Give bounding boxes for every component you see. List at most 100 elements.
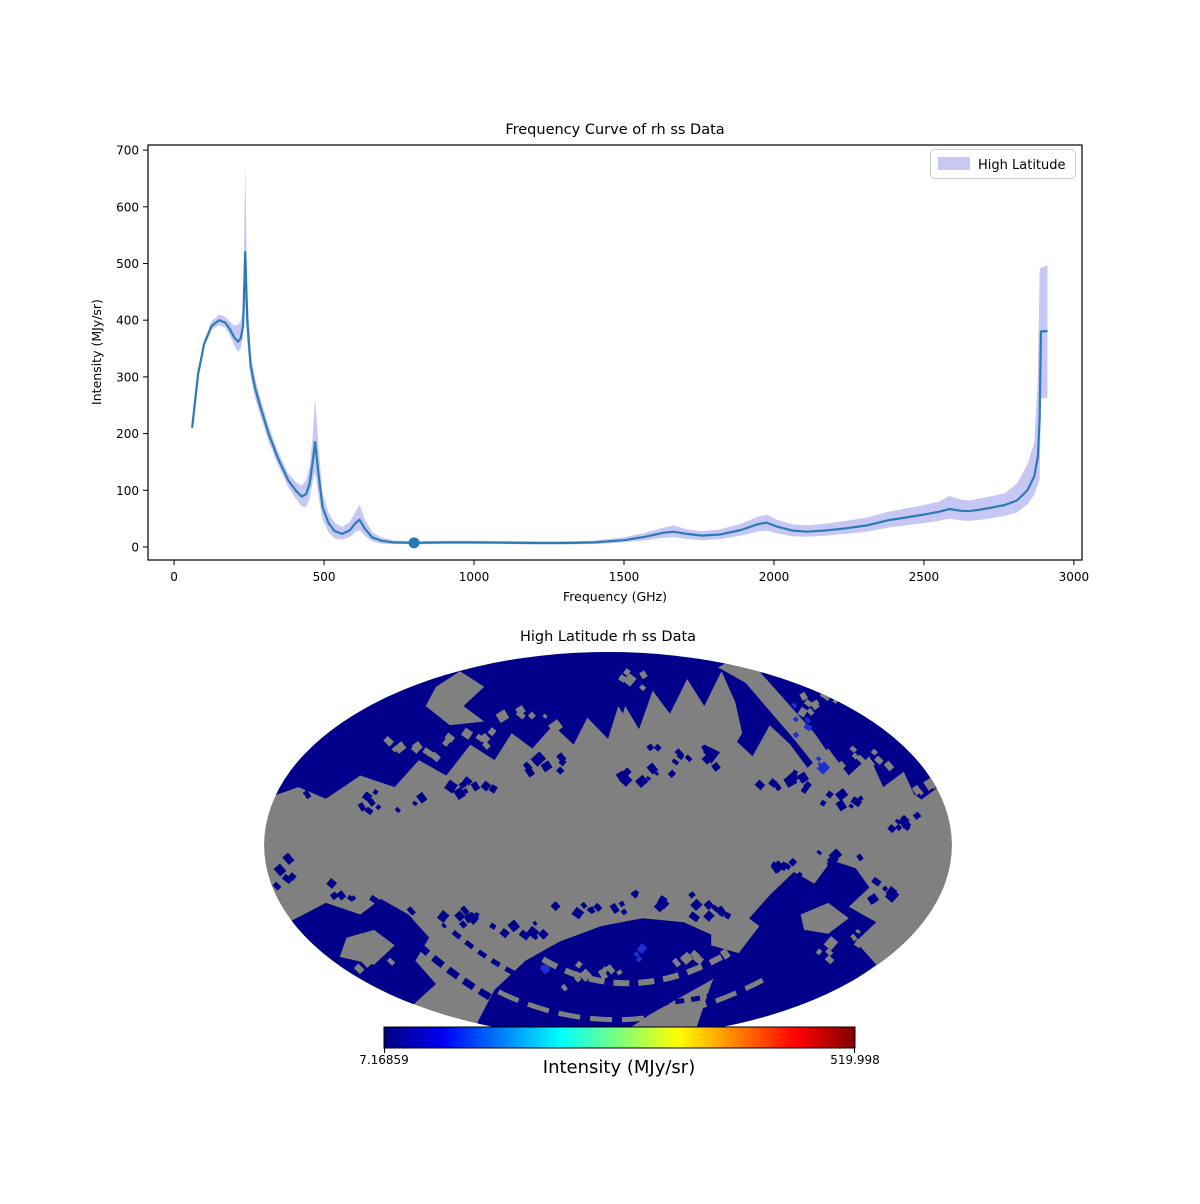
map-speckle xyxy=(364,806,374,816)
colorbar-title: Intensity (MJy/sr) xyxy=(543,1057,695,1078)
map-speckle xyxy=(792,716,799,723)
map-speckle xyxy=(416,791,428,804)
map-speckle xyxy=(337,774,351,787)
map-speckle xyxy=(788,857,798,867)
map-speckle xyxy=(375,804,382,811)
map-region xyxy=(281,899,436,1025)
x-tick-label: 500 xyxy=(313,570,336,584)
map-speckle xyxy=(871,876,882,887)
map-speckle xyxy=(444,732,456,743)
map-speckle xyxy=(460,727,474,740)
map-speckle xyxy=(272,881,282,891)
map-speckle xyxy=(639,670,648,680)
map-speckle xyxy=(357,944,371,958)
y-axis-ticks: 0 100 200 300 400 500 600 700 xyxy=(116,144,148,554)
map-speckle xyxy=(480,780,492,792)
map-speckle xyxy=(806,707,815,716)
map-speckle xyxy=(560,983,569,992)
map-speckle xyxy=(653,770,660,776)
map-speckle xyxy=(313,782,329,797)
map-speckle xyxy=(372,788,379,796)
x-tick-label: 2500 xyxy=(909,570,940,584)
map-speckle xyxy=(679,951,694,966)
y-tick-label: 100 xyxy=(116,484,139,498)
map-speckle xyxy=(884,888,900,903)
map-speckle xyxy=(573,974,582,983)
colorbar-gradient xyxy=(383,1026,856,1049)
map-speckle xyxy=(383,735,395,747)
map-arc xyxy=(520,942,723,987)
map-speckle xyxy=(688,891,696,899)
map-speckle xyxy=(825,948,834,957)
map-speckle xyxy=(799,691,809,702)
map-speckle xyxy=(911,784,922,796)
map-arc xyxy=(451,929,712,1007)
map-masked-region xyxy=(800,902,849,934)
map-speckle xyxy=(393,741,407,754)
map-speckle xyxy=(816,849,823,856)
map-speckle xyxy=(883,760,895,772)
map-speckle xyxy=(902,785,909,792)
map-speckle xyxy=(856,853,864,862)
map-speckle xyxy=(824,925,833,934)
map-speckle xyxy=(703,747,712,757)
map-speckle xyxy=(532,920,538,927)
map-speckle xyxy=(281,873,293,885)
map-speckle xyxy=(792,731,800,739)
map-speckle xyxy=(803,698,813,708)
map-speckle xyxy=(609,902,620,915)
map-masked-region xyxy=(711,910,760,954)
map-speckle xyxy=(703,910,715,922)
y-tick-label: 400 xyxy=(116,314,139,328)
y-tick-label: 500 xyxy=(116,257,139,271)
map-masked-region xyxy=(718,659,839,778)
map-speckle xyxy=(835,799,848,812)
map-speckle xyxy=(783,862,792,871)
map-speckle xyxy=(495,709,510,724)
map-speckle xyxy=(460,905,470,916)
map-speckle xyxy=(623,673,637,687)
map-speckle xyxy=(711,761,721,772)
map-speckle xyxy=(463,911,476,924)
map-speckle xyxy=(473,911,480,919)
map-speckle xyxy=(870,748,878,756)
map-speckle xyxy=(671,758,680,766)
map-speckle xyxy=(646,743,655,752)
map-speckle xyxy=(792,769,799,775)
map-speckle xyxy=(623,668,631,676)
map-speckle xyxy=(386,957,396,966)
map-speckle xyxy=(878,923,891,936)
map-speckle xyxy=(367,797,376,807)
map-speckle xyxy=(588,906,596,915)
map-speckle xyxy=(898,816,911,829)
map-speckles xyxy=(272,668,938,992)
map-speckle xyxy=(791,702,798,709)
map-speckle xyxy=(459,920,468,929)
map-speckle xyxy=(855,929,861,935)
map-speckle xyxy=(499,927,510,939)
map-speckle xyxy=(819,799,827,807)
map-speckle xyxy=(930,783,937,790)
map-speckle xyxy=(310,786,317,794)
map-speckle xyxy=(824,954,835,965)
map-speckle xyxy=(548,719,564,734)
chart-title: Frequency Curve of rh ss Data xyxy=(505,122,724,138)
colorbar: 7.16859 519.998 Intensity (MJy/sr) xyxy=(359,1026,880,1078)
map-speckle xyxy=(842,687,853,698)
map-speckle xyxy=(369,894,380,905)
map-masked-region xyxy=(601,671,743,772)
map-speckle xyxy=(826,858,838,871)
map-speckle xyxy=(636,943,648,955)
y-axis-label: Intensity (MJy/sr) xyxy=(89,299,104,405)
y-tick-label: 200 xyxy=(116,427,139,441)
map-speckle xyxy=(571,906,585,920)
map-speckle xyxy=(892,777,905,790)
uncertainty-band xyxy=(192,164,1048,545)
colorbar-min-label: 7.16859 xyxy=(359,1053,409,1067)
map-speckle xyxy=(527,711,536,720)
map-speckle xyxy=(688,911,701,923)
map-speckle xyxy=(645,776,652,781)
map-speckle xyxy=(795,871,803,879)
map-speckle xyxy=(489,922,497,930)
map-speckle xyxy=(326,878,338,889)
